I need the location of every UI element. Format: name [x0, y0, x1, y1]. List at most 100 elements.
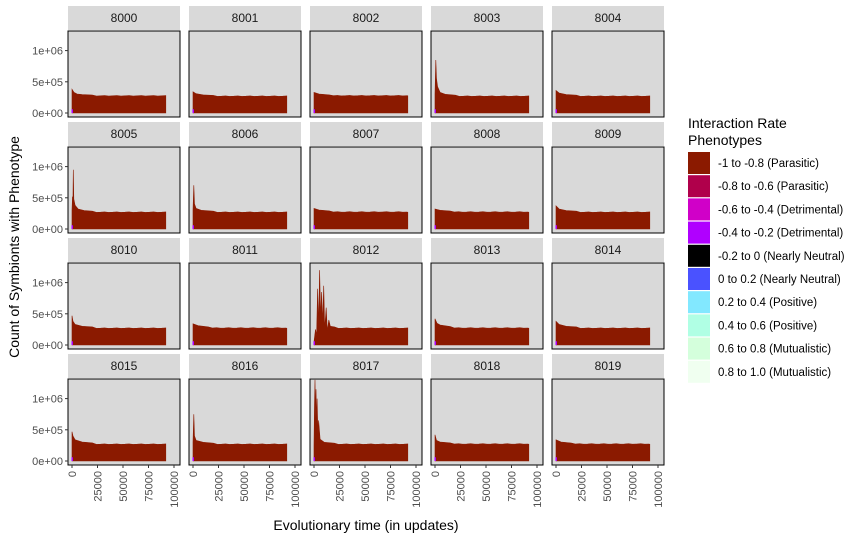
series-area [71, 315, 167, 346]
facet-panel-8005: 8005 [67, 122, 181, 234]
minor-phenotype-mark [192, 109, 194, 113]
series-area [434, 208, 530, 230]
facet-panel-8008: 8008 [430, 122, 544, 234]
minor-phenotype-mark [192, 225, 194, 229]
facet-panel-8003: 8003 [430, 6, 544, 118]
panel-border [67, 30, 181, 118]
legend-key [688, 337, 710, 360]
series-area [434, 59, 530, 114]
panel-border [309, 30, 423, 118]
legend-key [688, 198, 710, 221]
minor-phenotype-mark [555, 225, 557, 229]
x-axes: 0 25000 50000 75000 100000 0 25000 50000 75000 10… [67, 465, 665, 508]
minor-phenotype-mark [555, 457, 557, 461]
x-tick-label: 0 [188, 471, 200, 477]
x-tick-label: 50000 [118, 471, 130, 502]
facet-panels: 8000 8001 8002 8003 8004 8005 8006 8007 8008 8009… [67, 6, 665, 466]
facet-strip-label: 8019 [595, 359, 622, 373]
y-tick-label: 1e+06 [32, 46, 63, 58]
x-tick-label: 50000 [239, 471, 251, 502]
facet-strip [68, 238, 180, 262]
series-area [313, 207, 409, 230]
legend-key [688, 221, 710, 244]
x-tick-label: 50000 [360, 471, 372, 502]
facet-panel-8012: 8012 [309, 238, 423, 350]
y-tick-label: 0e+00 [32, 224, 63, 236]
series-area [71, 169, 167, 230]
facet-panel-8013: 8013 [430, 238, 544, 350]
y-tick-label: 0e+00 [32, 456, 63, 468]
minor-phenotype-mark [71, 225, 73, 229]
facet-strip [431, 122, 543, 146]
facet-panel-8018: 8018 [430, 354, 544, 466]
facet-strip-label: 8005 [111, 127, 138, 141]
facet-strip [310, 238, 422, 262]
minor-phenotype-mark [313, 225, 315, 229]
panel-border [188, 378, 302, 466]
y-tick-label: 1e+06 [32, 278, 63, 290]
facet-panel-8014: 8014 [551, 238, 665, 350]
facet-strip [431, 354, 543, 378]
legend-key [688, 244, 710, 267]
x-tick-label: 100000 [532, 471, 544, 508]
facet-strip [431, 6, 543, 30]
minor-phenotype-mark [71, 457, 73, 461]
panel-border [551, 146, 665, 234]
panel-border [67, 378, 181, 466]
legend-label: 0 to 0.2 (Nearly Neutral) [718, 274, 841, 286]
facet-panel-8001: 8001 [188, 6, 302, 118]
x-tick-label: 75000 [507, 471, 519, 502]
series-area [192, 91, 288, 114]
panel-border [188, 262, 302, 350]
minor-phenotype-mark [192, 341, 194, 345]
y-tick-label: 0e+00 [32, 340, 63, 352]
facet-strip [189, 238, 301, 262]
minor-phenotype-mark [313, 109, 315, 113]
facet-strip-label: 8013 [474, 243, 501, 257]
minor-phenotype-mark [434, 109, 436, 113]
facet-strip [310, 354, 422, 378]
legend-key [688, 314, 710, 337]
legend-key [688, 175, 710, 198]
panel-border [430, 30, 544, 118]
facet-strip-label: 8002 [353, 11, 380, 25]
legend-items: -1 to -0.8 (Parasitic) -0.8 to -0.6 (Para… [688, 152, 845, 383]
facet-strip-label: 8012 [353, 243, 380, 257]
x-tick-label: 75000 [265, 471, 277, 502]
series-area [192, 323, 288, 346]
panel-border [430, 378, 544, 466]
legend-label: -0.2 to 0 (Nearly Neutral) [718, 251, 845, 263]
legend-label: -0.4 to -0.2 (Detrimental) [718, 228, 843, 240]
minor-phenotype-mark [555, 341, 557, 345]
panel-border [551, 30, 665, 118]
x-tick-label: 75000 [144, 471, 156, 502]
facet-strip [68, 6, 180, 30]
legend-title: Interaction Rate [688, 115, 787, 131]
facet-panel-8009: 8009 [551, 122, 665, 234]
facet-panel-8019: 8019 [551, 354, 665, 466]
x-axis-title: Evolutionary time (in updates) [273, 517, 458, 533]
facet-strip [310, 6, 422, 30]
facet-strip [552, 6, 664, 30]
panel-border [430, 262, 544, 350]
minor-phenotype-mark [313, 341, 315, 345]
facet-strip-label: 8004 [595, 11, 622, 25]
facet-strip-label: 8017 [353, 359, 380, 373]
legend-key [688, 152, 710, 174]
minor-phenotype-mark [434, 341, 436, 345]
facet-panel-8002: 8002 [309, 6, 423, 118]
minor-phenotype-mark [71, 341, 73, 345]
facet-panel-8007: 8007 [309, 122, 423, 234]
minor-phenotype-mark [434, 457, 436, 461]
facet-strip-label: 8006 [232, 127, 259, 141]
facet-panel-8017: 8017 [309, 354, 423, 466]
x-tick-label: 25000 [93, 471, 105, 502]
series-area [71, 431, 167, 462]
x-tick-label: 25000 [214, 471, 226, 502]
x-tick-label: 100000 [169, 471, 181, 508]
series-area [192, 414, 288, 462]
x-tick-label: 0 [551, 471, 563, 477]
series-area [313, 270, 409, 346]
panel-border [551, 262, 665, 350]
